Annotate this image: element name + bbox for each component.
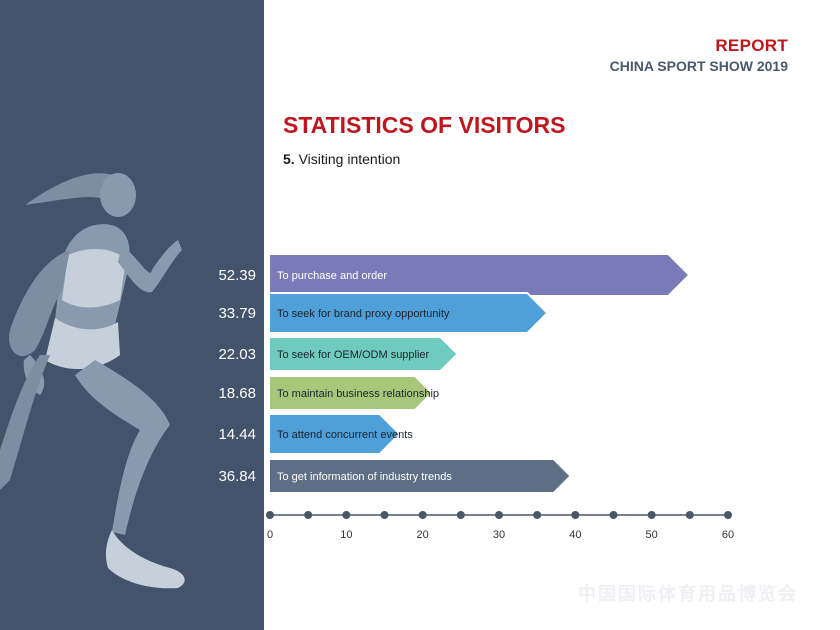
bar-value-label: 18.68: [218, 385, 256, 402]
axis-dot: [533, 511, 542, 519]
axis-dot: [418, 511, 427, 519]
x-tick-label: 30: [493, 529, 505, 541]
left-decorative-panel: [0, 0, 264, 630]
bar: [270, 460, 570, 492]
bar-group: [268, 253, 691, 297]
x-tick-label: 20: [417, 529, 429, 541]
bar-group: [268, 375, 434, 411]
section-number: 5.: [283, 151, 295, 167]
bar: [270, 415, 399, 453]
bar-category-label: To maintain business relationship: [277, 388, 439, 400]
x-tick-label: 10: [340, 529, 352, 541]
bar-group: [268, 292, 549, 334]
bar-group: [268, 458, 573, 494]
axis-dot: [495, 511, 503, 519]
bar: [270, 294, 546, 332]
axis-dot: [380, 511, 389, 519]
bar: [270, 377, 431, 409]
axis-dot: [724, 511, 732, 519]
bar-category-label: To get information of industry trends: [277, 471, 452, 483]
bar-value-label: 52.39: [218, 267, 256, 284]
bar-group: [268, 413, 402, 455]
bar-value-label: 36.84: [218, 468, 256, 485]
bar-category-label: To attend concurrent events: [277, 429, 413, 441]
report-header: REPORT CHINA SPORT SHOW 2019: [610, 36, 788, 74]
runner-silhouette-icon: [0, 173, 185, 589]
axis-dot: [609, 511, 618, 519]
x-tick-label: 50: [646, 529, 658, 541]
bar-group: [268, 336, 459, 372]
bar-value-label: 22.03: [218, 346, 256, 363]
bar-category-label: To seek for OEM/ODM supplier: [277, 349, 430, 361]
report-subtitle: CHINA SPORT SHOW 2019: [609, 58, 788, 74]
bar: [270, 255, 688, 295]
axis-dot: [304, 511, 313, 519]
bar-category-label: To purchase and order: [277, 270, 387, 282]
x-tick-label: 40: [569, 529, 581, 541]
x-tick-label: 60: [722, 529, 734, 541]
bar-value-label: 14.44: [218, 426, 256, 443]
axis-dot: [571, 511, 580, 519]
axis-dot: [342, 511, 351, 519]
watermark-text: 中国国际体育用品博览会: [578, 584, 798, 605]
bar: [270, 338, 457, 370]
axis-dot: [266, 511, 274, 519]
axis-dot: [647, 511, 656, 519]
bar-category-label: To seek for brand proxy opportunity: [277, 308, 450, 320]
axis-dot: [685, 511, 694, 519]
bar-value-label: 33.79: [218, 305, 256, 322]
x-tick-label: 0: [267, 529, 273, 541]
axis-dot: [456, 511, 465, 519]
section-subtitle: 5. Visiting intention: [283, 151, 400, 167]
section-subtitle-text: Visiting intention: [298, 151, 401, 167]
report-label: REPORT: [715, 36, 788, 55]
section-title: STATISTICS OF VISITORS: [283, 112, 566, 138]
